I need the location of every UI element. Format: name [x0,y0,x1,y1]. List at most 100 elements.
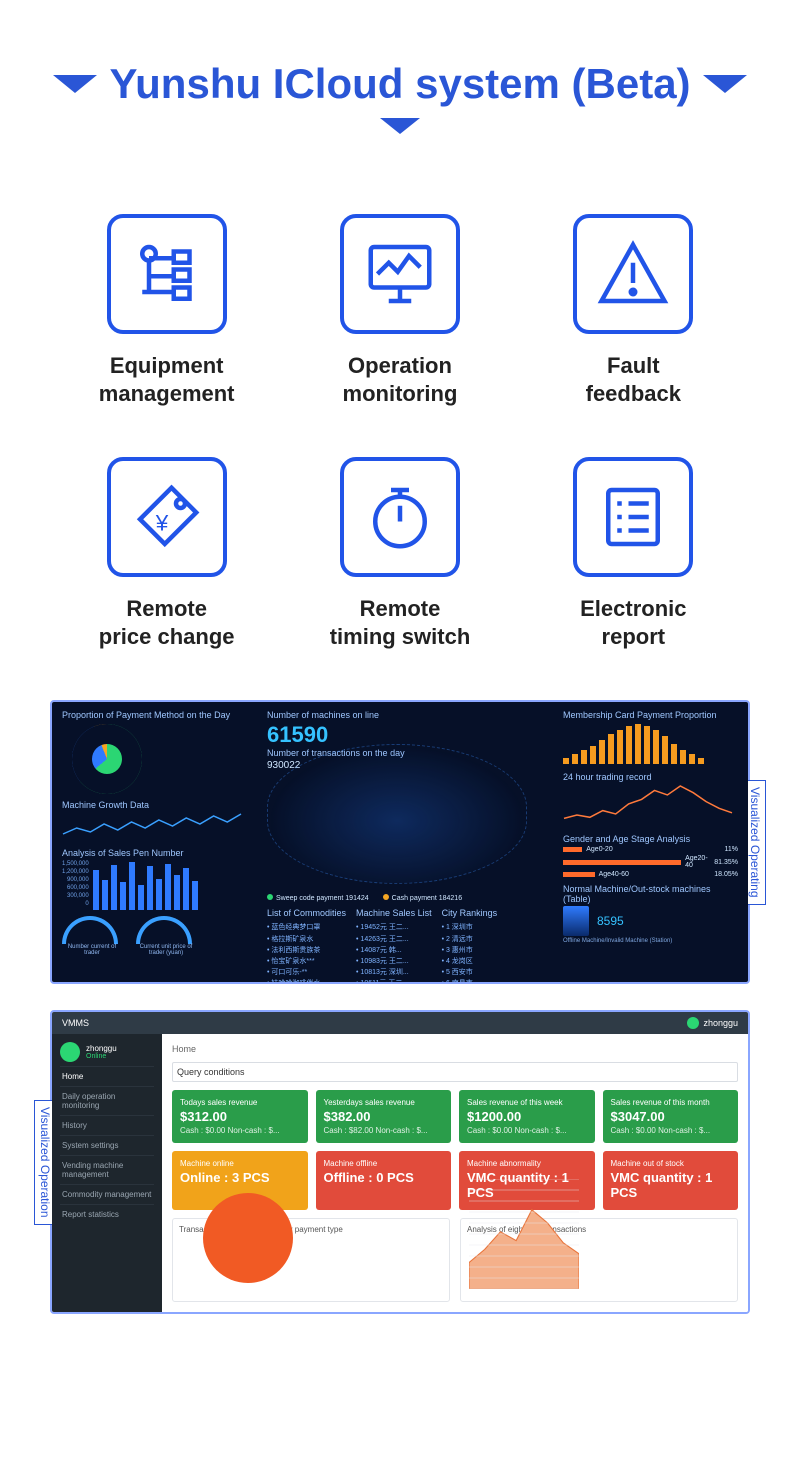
card-title: Sales revenue of this month [611,1098,731,1107]
report-icon [573,457,693,577]
card-sub: Cash : $0.00 Non-cash : $... [467,1126,587,1135]
dd-normal-title: Normal Machine/Out-stock machines (Table… [563,884,738,904]
kpi-card: Sales revenue of this month$3047.00Cash … [603,1090,739,1143]
price-tag-icon: ¥ [107,457,227,577]
feature-label: Operationmonitoring [343,352,458,407]
gauge1-label: Number current of trader [62,944,122,956]
feature-price-tag: ¥Remoteprice change [70,457,263,650]
sidebar-item[interactable]: Vending machine management [60,1155,154,1184]
commodities-list: • 蓝色经典梦口罩• 格拉斯矿泉水• 法利西斯贵族茶• 怡宝矿泉水***• 可口… [267,922,346,984]
dd-age-title: Gender and Age Stage Analysis [563,834,738,844]
gauge-icon [136,916,192,944]
avatar [687,1017,699,1029]
card-value: Online : 3 PCS [180,1170,300,1185]
sidebar-user: zhonggu [86,1044,117,1053]
dd-yticks: 1,500,0001,200,000900,000600,000300,0000 [62,860,89,910]
dark-dashboard: Proportion of Payment Method on the Day … [50,700,750,984]
map-outline [267,744,527,884]
kpi-card: Yesterdays sales revenue $382.00 Cash : $8… [316,1090,452,1143]
card-title: Machine abnormality [467,1159,587,1168]
server-icon [563,906,589,936]
kpi-card: Sales revenue of this week $1200.00 Cash :… [459,1090,595,1143]
cash-value: 184216 [439,895,462,902]
bar-chart-membership [563,722,738,764]
donut-chart [72,724,142,794]
kpi-card: Machine offline Offline : 0 PCS [316,1151,452,1210]
feature-stopwatch: Remotetiming switch [303,457,496,650]
feature-label: Remotetiming switch [330,595,471,650]
card-title: Sales revenue of this week [467,1098,587,1107]
sidebar-item[interactable]: Commodity management [60,1184,154,1204]
card-value: $312.00 [180,1109,300,1124]
age-bars: Age0-2011%Age20-4081.35%Age40-6018.05% [563,846,738,878]
cityrank-title: City Rankings [442,906,498,920]
kpi-card: Todays sales revenue $312.00 Cash : $0.00 … [172,1090,308,1143]
dd-24h-title: 24 hour trading record [563,772,738,782]
topbar: VMMS zhonggu [52,1012,748,1034]
dd-payment-title: Proportion of Payment Method on the Day [62,710,252,720]
dd-member-title: Membership Card Payment Proportion [563,710,738,720]
cityrank-list: • 1 深圳市• 2 清远市• 3 惠州市• 4 龙岗区• 5 西安市• 6 南… [442,922,498,984]
sidebar-item[interactable]: Daily operation monitoring [60,1086,154,1115]
feature-report: Electronicreport [537,457,730,650]
card-value: $3047.00 [611,1109,731,1124]
sweep-value: 191424 [345,895,368,902]
card-value: $382.00 [324,1109,444,1124]
chevron-down-icon [380,118,420,134]
stopwatch-icon [340,457,460,577]
card-sub: Cash : $82.00 Non-cash : $... [324,1126,444,1135]
feature-grid: Equipmentmanagement Operationmonitoring Fa… [0,164,800,690]
breadcrumb: Home [172,1044,738,1054]
machinesales-list: • 19452元 王二...• 14263元 王二...• 14087元 韩..… [356,922,432,984]
bar-chart-sales [93,860,198,910]
card-title: Machine offline [324,1159,444,1168]
sidebar-status: Online [86,1053,117,1060]
sidebar-item[interactable]: Home [60,1066,154,1086]
dd-normal-count: 8595 [597,914,624,928]
svg-text:¥: ¥ [154,511,168,536]
triangle-right-icon [703,75,747,93]
kpi-card: Machine out of stock VMC quantity : 1 PCS [603,1151,739,1210]
sparkline [62,812,242,842]
feature-label: Equipmentmanagement [99,352,235,407]
header: Yunshu ICloud system (Beta) [0,0,800,164]
dd-growth-title: Machine Growth Data [62,800,252,810]
org-chart-icon [107,214,227,334]
gauge2-label: Current unit price of trader (yuan) [136,944,196,956]
machinesales-title: Machine Sales List [356,906,432,920]
sidebar-item[interactable]: History [60,1115,154,1135]
line-chart-24h [563,784,733,826]
gauge-icon [62,916,118,944]
card-title: Machine out of stock [611,1159,731,1168]
feature-label: Electronicreport [580,595,686,650]
avatar [60,1042,80,1062]
sidebar: zhonggu Online HomeDaily operation monit… [52,1034,162,1312]
sidebar-item[interactable]: Report statistics [60,1204,154,1224]
commodities-title: List of Commodities [267,906,346,920]
triangle-left-icon [53,75,97,93]
user-name: zhonggu [703,1018,738,1028]
card-title: Todays sales revenue [180,1098,300,1107]
pie-panel: Transaction quantity analysis by payment… [172,1218,450,1302]
area-chart [469,1179,579,1289]
feature-label: Faultfeedback [586,352,681,407]
card-sub: Cash : $0.00 Non-cash : $... [180,1126,300,1135]
card-value: Offline : 0 PCS [324,1170,444,1185]
feature-warning: Faultfeedback [537,214,730,407]
dd-normal-sub: Offline Machine/Invalid Machine (Station… [563,938,738,944]
page-title: Yunshu ICloud system (Beta) [109,60,690,108]
feature-monitor: Operationmonitoring [303,214,496,407]
sidebar-item[interactable]: System settings [60,1135,154,1155]
pie-chart [203,1193,293,1283]
dashboards: Visualized Operating Visualized Operatio… [0,690,800,1380]
feature-org-chart: Equipmentmanagement [70,214,263,407]
app-title: VMMS [62,1018,89,1028]
query-conditions[interactable]: Query conditions [172,1062,738,1082]
area-panel: Analysis of eight-day transactions [460,1218,738,1302]
card-title: Yesterdays sales revenue [324,1098,444,1107]
card-value: VMC quantity : 1 PCS [611,1170,731,1200]
dd-salespen-title: Analysis of Sales Pen Number [62,848,252,858]
sweep-label: Sweep code payment [276,895,343,902]
light-dashboard: VMMS zhonggu zhonggu Online HomeDaily op… [50,1010,750,1314]
card-value: $1200.00 [467,1109,587,1124]
